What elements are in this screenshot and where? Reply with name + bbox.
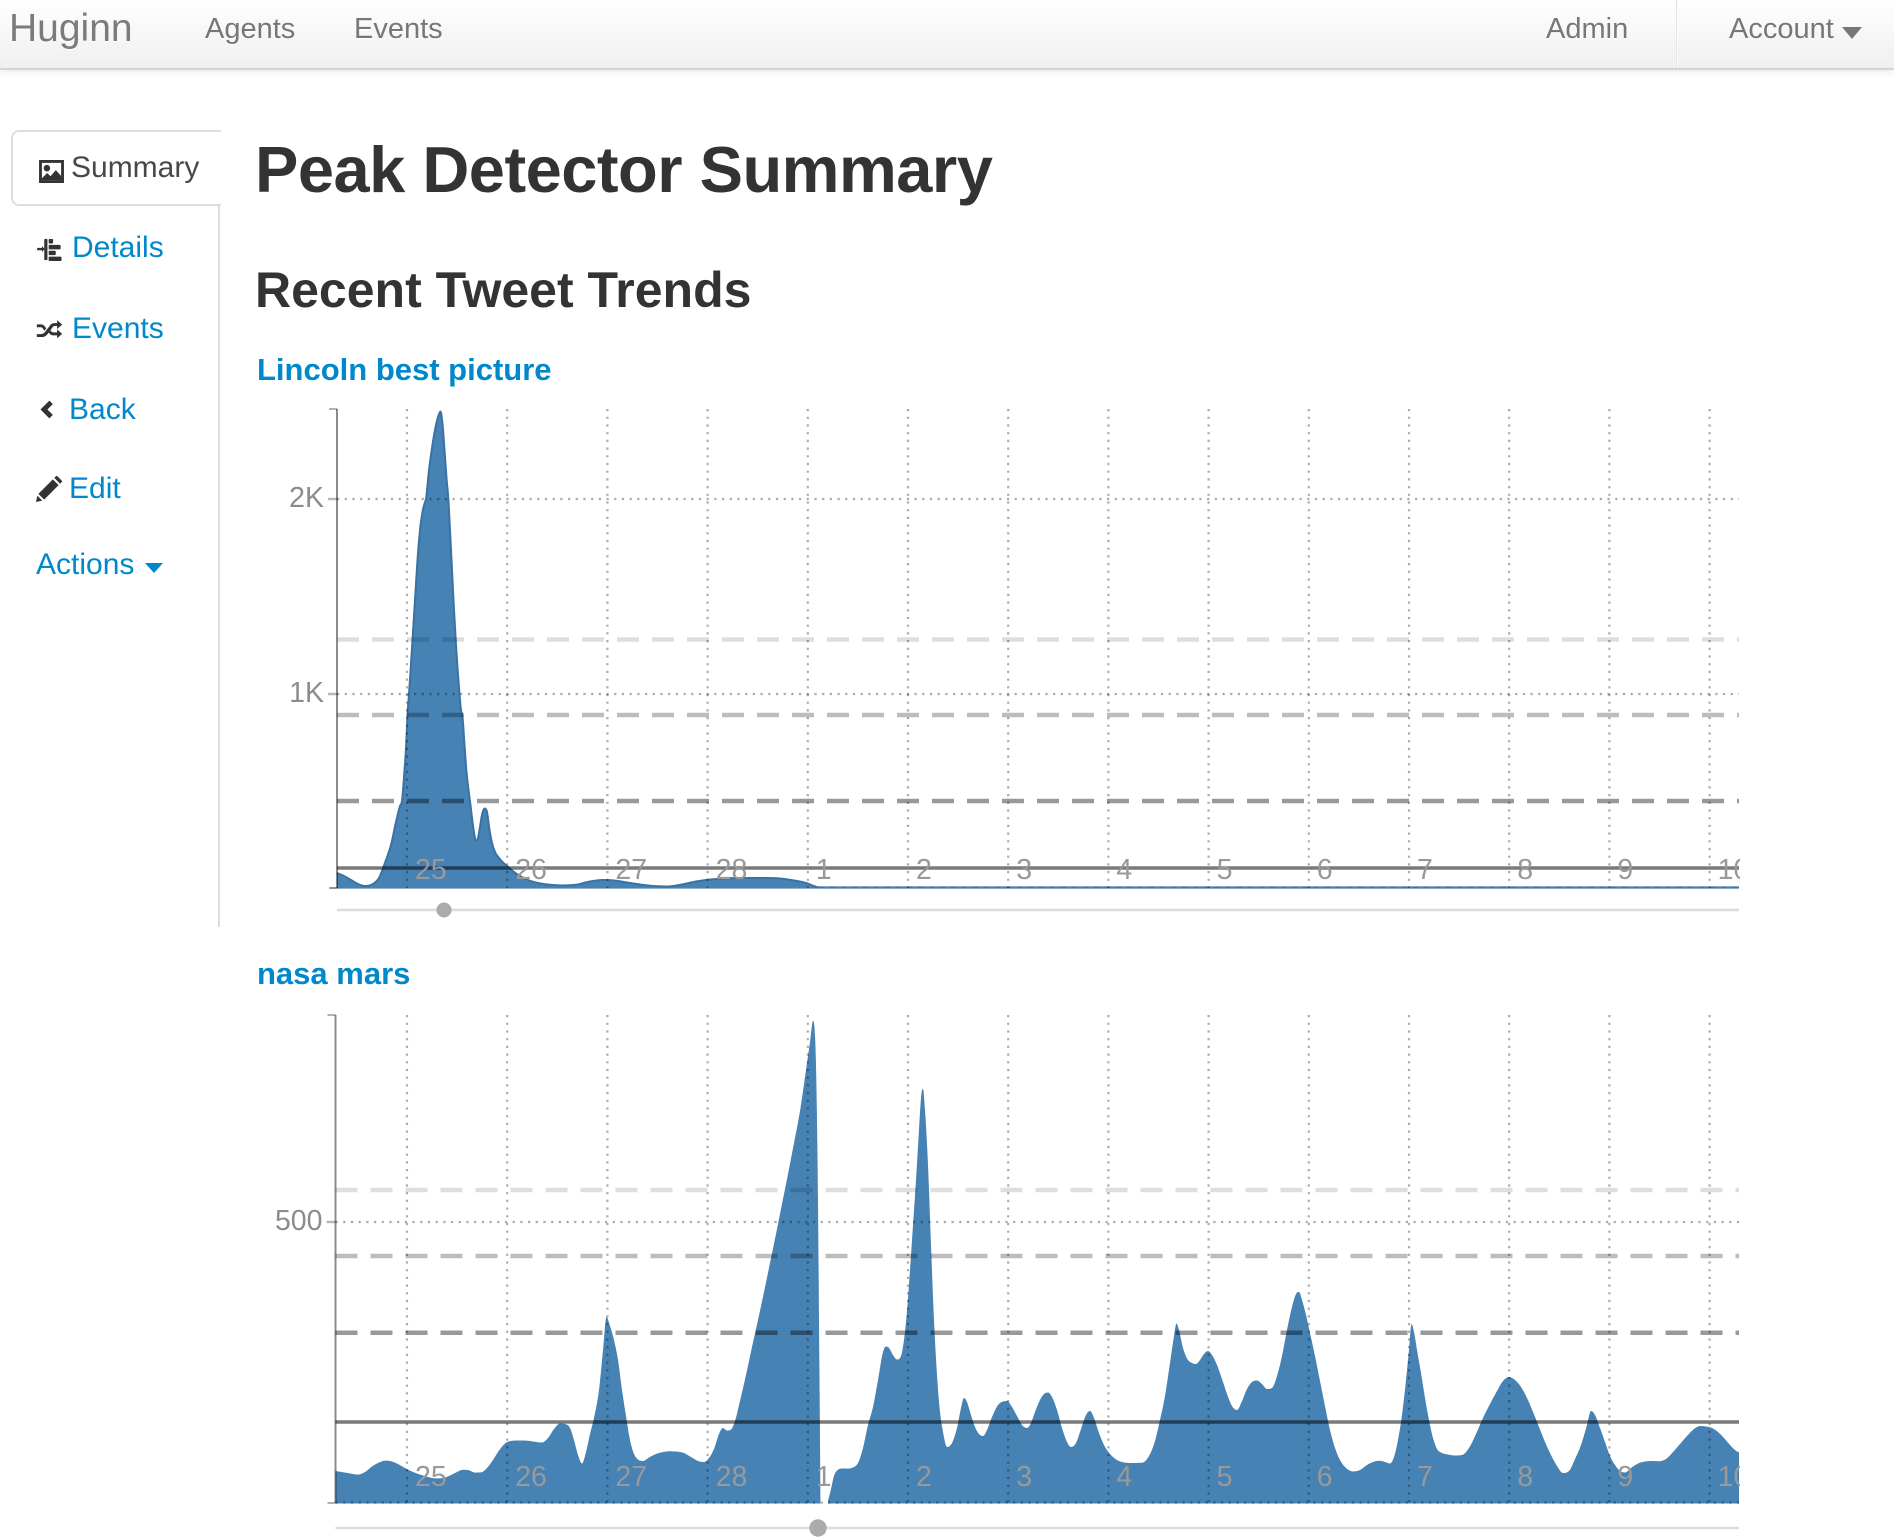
- svg-text:10: 10: [1718, 1461, 1740, 1493]
- svg-text:25: 25: [415, 854, 447, 886]
- svg-text:9: 9: [1617, 854, 1633, 886]
- svg-text:3: 3: [1016, 1461, 1032, 1493]
- svg-text:6: 6: [1317, 1461, 1333, 1493]
- svg-text:28: 28: [716, 1461, 748, 1493]
- svg-text:4: 4: [1116, 854, 1132, 886]
- svg-text:5: 5: [1217, 854, 1233, 886]
- svg-text:27: 27: [615, 854, 647, 886]
- svg-text:1: 1: [816, 1461, 832, 1493]
- svg-text:1: 1: [816, 854, 832, 886]
- svg-text:26: 26: [515, 1461, 547, 1493]
- svg-text:8: 8: [1517, 854, 1533, 886]
- svg-text:2: 2: [916, 854, 932, 886]
- svg-text:2: 2: [916, 1461, 932, 1493]
- svg-text:28: 28: [716, 854, 748, 886]
- svg-text:5: 5: [1217, 1461, 1233, 1493]
- svg-text:1K: 1K: [289, 677, 324, 709]
- svg-text:27: 27: [615, 1461, 647, 1493]
- svg-text:4: 4: [1116, 1461, 1132, 1493]
- svg-text:8: 8: [1517, 1461, 1533, 1493]
- svg-text:7: 7: [1417, 854, 1433, 886]
- svg-text:7: 7: [1417, 1461, 1433, 1493]
- svg-text:26: 26: [515, 854, 547, 886]
- svg-text:500: 500: [275, 1205, 323, 1237]
- svg-text:10: 10: [1718, 854, 1740, 886]
- svg-text:9: 9: [1617, 1461, 1633, 1493]
- svg-text:25: 25: [415, 1461, 447, 1493]
- svg-text:3: 3: [1016, 854, 1032, 886]
- svg-text:6: 6: [1317, 854, 1333, 886]
- svg-text:2K: 2K: [289, 482, 324, 514]
